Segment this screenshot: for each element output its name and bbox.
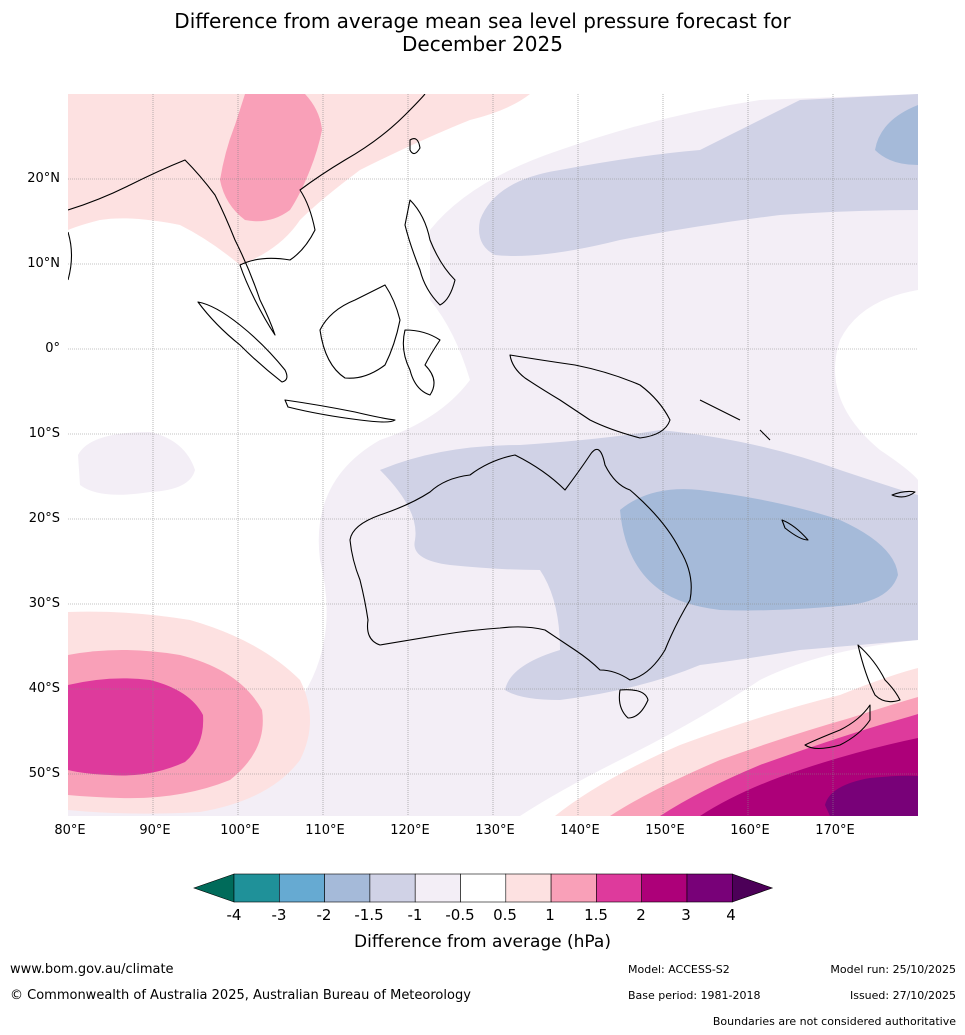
coastlines	[68, 94, 916, 750]
footer-copyright: © Commonwealth of Australia 2025, Austra…	[10, 988, 471, 1003]
lat-label-0: 0°	[45, 341, 60, 356]
solomons-vanuatu-coast	[699, 399, 771, 441]
colorbar-tick-neg1-5: -1.5	[354, 906, 384, 924]
footer-issued: Issued: 27/10/2025	[849, 989, 956, 1002]
lat-label-10s: 10°S	[28, 426, 60, 441]
contour-pos-3-nz	[825, 775, 918, 816]
colorbar-tick-neg1: -1	[407, 906, 423, 924]
lon-label-80e: 80°E	[54, 823, 86, 838]
colorbar-extend-high	[731, 873, 774, 903]
lon-label-160e: 160°E	[730, 823, 770, 838]
colorbar-swatch	[550, 873, 597, 903]
lat-label-40s: 40°S	[28, 681, 60, 696]
anomaly-field	[68, 94, 918, 816]
fiji-coast	[891, 490, 916, 498]
colorbar-tick-neg0-5: -0.5	[445, 906, 475, 924]
colorbar-swatch	[278, 873, 325, 903]
footer-url: www.bom.gov.au/climate	[10, 962, 174, 977]
lon-label-90e: 90°E	[139, 823, 171, 838]
lat-label-10n: 10°N	[27, 256, 60, 271]
lon-label-130e: 130°E	[475, 823, 515, 838]
graticule	[68, 94, 918, 816]
chart-title: Difference from average mean sea level p…	[0, 10, 965, 56]
hainan-taiwan-coast	[409, 138, 421, 155]
sumatra-coast	[197, 301, 288, 383]
contour-neg-0-5-indian	[78, 432, 195, 495]
colorbar-swatch	[324, 873, 371, 903]
asia-mainland-coast	[68, 94, 426, 336]
java-coast	[284, 399, 396, 423]
footer-model: Model: ACCESS-S2	[628, 963, 730, 976]
colorbar-tick-neg2: -2	[316, 906, 332, 924]
new-caledonia-coast	[781, 519, 809, 541]
colorbar-tick-pos1: 1	[545, 906, 555, 924]
lon-label-170e: 170°E	[815, 823, 855, 838]
colorbar-tick-pos3: 3	[681, 906, 691, 924]
philippines-coast	[404, 199, 456, 306]
colorbar-tick-pos2: 2	[636, 906, 646, 924]
contour-pos-1-5-indian	[68, 678, 204, 776]
colorbar-swatch	[596, 873, 643, 903]
lon-label-100e: 100°E	[220, 823, 260, 838]
colorbar-extend-low	[193, 873, 235, 903]
india-coast	[68, 231, 73, 281]
lon-label-120e: 120°E	[390, 823, 430, 838]
lat-label-30s: 30°S	[28, 596, 60, 611]
colorbar-swatch	[233, 873, 280, 903]
colorbar-swatch	[505, 873, 552, 903]
footer-disclaimer: Boundaries are not considered authoritat…	[712, 1015, 956, 1028]
footer-model-run: Model run: 25/10/2025	[830, 963, 956, 976]
colorbar-tick-neg3: -3	[271, 906, 287, 924]
contour-pos-1-asia	[220, 94, 322, 222]
colorbar-swatch	[369, 873, 416, 903]
lon-label-150e: 150°E	[645, 823, 685, 838]
australia-coast	[349, 448, 692, 681]
borneo-coast	[319, 284, 401, 379]
colorbar-swatch	[686, 873, 733, 903]
contour-neg-1-north	[479, 94, 918, 256]
colorbar-title: Difference from average (hPa)	[354, 932, 611, 952]
title-line-2: December 2025	[402, 32, 563, 56]
colorbar	[193, 873, 774, 903]
colorbar-swatch	[414, 873, 461, 903]
lon-label-140e: 140°E	[560, 823, 600, 838]
new-zealand-north-coast	[857, 644, 901, 703]
new-guinea-coast	[509, 354, 671, 439]
lat-label-20s: 20°S	[28, 511, 60, 526]
sulawesi-coast	[402, 329, 441, 396]
colorbar-tick-neg4: -4	[226, 906, 242, 924]
new-zealand-south-coast	[804, 704, 871, 750]
colorbar-tick-pos4: 4	[726, 906, 736, 924]
colorbar-swatch	[641, 873, 688, 903]
title-line-1: Difference from average mean sea level p…	[174, 9, 791, 33]
colorbar-tick-pos1-5: 1.5	[584, 906, 608, 924]
footer-base-period: Base period: 1981-2018	[628, 989, 761, 1002]
lat-label-20n: 20°N	[27, 171, 60, 186]
colorbar-swatch	[460, 873, 507, 903]
lon-label-110e: 110°E	[305, 823, 345, 838]
colorbar-tick-pos0-5: 0.5	[493, 906, 517, 924]
contour-neg-1-5-north	[875, 105, 918, 165]
contour-neg-1-5-australia	[620, 489, 898, 611]
tasmania-coast	[618, 689, 649, 719]
lat-label-50s: 50°S	[28, 766, 60, 781]
